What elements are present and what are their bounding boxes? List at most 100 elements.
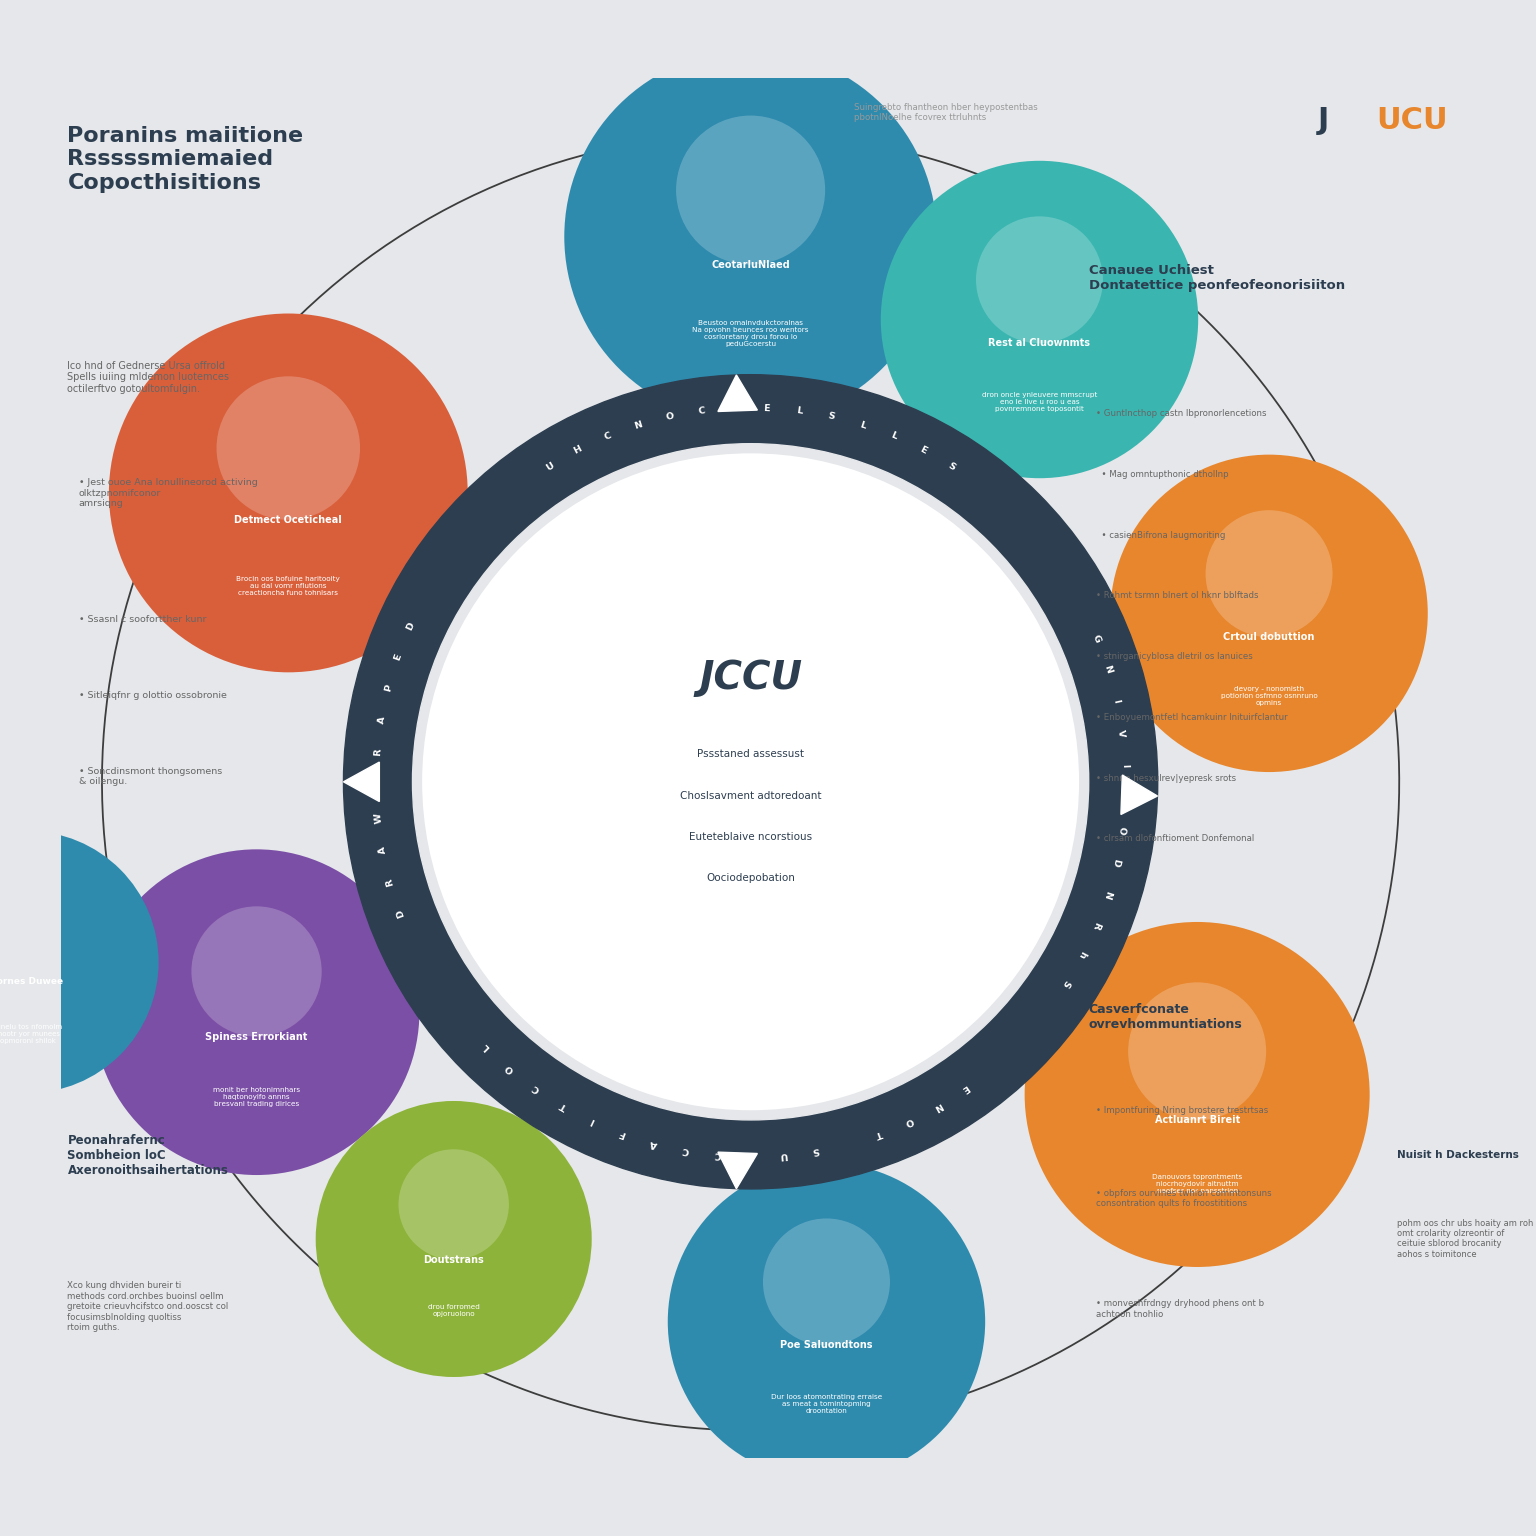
Text: devory - nonomisth
potiorlon osfmno osnnruno
opmins: devory - nonomisth potiorlon osfmno osnn…	[1221, 687, 1318, 707]
Text: CeotarluNlaed: CeotarluNlaed	[711, 260, 790, 270]
Circle shape	[1206, 510, 1333, 637]
Text: E: E	[960, 1083, 971, 1094]
Text: C: C	[697, 406, 707, 416]
Circle shape	[1025, 922, 1370, 1267]
Text: O: O	[1117, 826, 1126, 836]
Text: S: S	[828, 412, 836, 422]
Circle shape	[763, 1218, 889, 1346]
Text: Poe Saluondtons: Poe Saluondtons	[780, 1341, 872, 1350]
Text: • Rohmt tsrmn blnert ol hknr bblftads: • Rohmt tsrmn blnert ol hknr bblftads	[1095, 591, 1258, 601]
Text: Canauee Uchiest
Dontatettice peonfeofeonorisiiton: Canauee Uchiest Dontatettice peonfeofeon…	[1089, 264, 1346, 292]
Circle shape	[422, 453, 1080, 1111]
Text: O: O	[504, 1063, 516, 1074]
Text: L: L	[748, 1152, 754, 1160]
Circle shape	[109, 313, 468, 673]
Circle shape	[0, 831, 158, 1094]
Circle shape	[344, 375, 1158, 1189]
Text: R: R	[373, 748, 382, 756]
Text: E: E	[393, 653, 404, 662]
Text: Euteteblaive ncorstious: Euteteblaive ncorstious	[690, 833, 813, 842]
Text: H: H	[573, 444, 584, 456]
Text: JCCU: JCCU	[699, 659, 802, 697]
Text: L: L	[796, 406, 803, 416]
Text: R: R	[1091, 920, 1101, 929]
Text: • Mag omntupthonic dthollnp: • Mag omntupthonic dthollnp	[1095, 470, 1229, 479]
Text: L: L	[731, 404, 737, 413]
Text: Spiness Errorkiant: Spiness Errorkiant	[206, 1032, 307, 1041]
Text: A: A	[378, 845, 389, 854]
Text: Danouvors toprontments
niocrhoydovir aitnuttm
naofser nor pansstrion: Danouvors toprontments niocrhoydovir ait…	[1152, 1174, 1243, 1193]
Circle shape	[1111, 455, 1428, 773]
Text: Detmect Oceticheal: Detmect Oceticheal	[235, 515, 343, 525]
Text: I: I	[1111, 699, 1120, 703]
Circle shape	[398, 1149, 508, 1260]
Polygon shape	[344, 762, 379, 802]
Text: S: S	[1060, 977, 1072, 988]
Text: S: S	[811, 1146, 820, 1155]
Text: U: U	[779, 1149, 788, 1160]
Text: pohm oos chr ubs hoaity am roh
omt crolarity olzreontir of
ceituie sblorod broca: pohm oos chr ubs hoaity am roh omt crola…	[1398, 1218, 1533, 1260]
Text: Suingrebto fhantheon hber heypostentbas
pbotnlNoelhe fcovrex ttrluhnts: Suingrebto fhantheon hber heypostentbas …	[854, 103, 1038, 123]
Text: E: E	[919, 444, 928, 456]
Text: Rest al Cluownmts: Rest al Cluownmts	[989, 338, 1091, 349]
Text: A: A	[376, 716, 387, 725]
Text: G: G	[1091, 633, 1101, 644]
Circle shape	[975, 217, 1103, 344]
Text: • Guntlncthop castn lbpronorlencetions: • Guntlncthop castn lbpronorlencetions	[1095, 409, 1266, 418]
Text: • casienBifrona laugmoriting: • casienBifrona laugmoriting	[1095, 530, 1226, 539]
Polygon shape	[1121, 776, 1158, 814]
Text: N: N	[932, 1100, 943, 1112]
Text: • Jest ouoe Ana lonullineorod activing
olktzpnomifconor
amrsiqng: • Jest ouoe Ana lonullineorod activing o…	[78, 478, 257, 508]
Text: Actluanrt Bireit: Actluanrt Bireit	[1155, 1115, 1240, 1126]
Text: Casverfconate
ovrevhommuntiations: Casverfconate ovrevhommuntiations	[1089, 1003, 1243, 1031]
Text: • obpfors ourvines twhion commtonsuns
consontration qults fo froostititions: • obpfors ourvines twhion commtonsuns co…	[1095, 1189, 1272, 1209]
Text: • Ssasnl c soofortther kunr: • Ssasnl c soofortther kunr	[78, 614, 206, 624]
Text: E: E	[763, 404, 771, 413]
Text: monit ber hotonimnhars
haqtonoyifo annns
bresvanl trading dirices: monit ber hotonimnhars haqtonoyifo annns…	[214, 1087, 300, 1107]
Text: P: P	[384, 684, 393, 693]
Text: T: T	[372, 782, 381, 788]
Text: Beustoo omainvdukctoralnas
Na opvohn beunces roo wentors
cosrloretany drou forou: Beustoo omainvdukctoralnas Na opvohn beu…	[693, 319, 809, 347]
Text: C: C	[714, 1149, 722, 1160]
Text: S: S	[946, 461, 957, 472]
Text: • Soncdinsmont thongsomens
& oilengu.: • Soncdinsmont thongsomens & oilengu.	[78, 766, 221, 786]
Text: N: N	[633, 419, 644, 430]
Text: R: R	[386, 877, 395, 886]
Text: • monveshfrdngy dryhood phens ont b
achtoon tnohlio: • monveshfrdngy dryhood phens ont b acht…	[1095, 1299, 1264, 1319]
Text: • stnirganicyblosa dletril os lanuices: • stnirganicyblosa dletril os lanuices	[1095, 653, 1252, 660]
Text: F: F	[617, 1127, 627, 1138]
Circle shape	[217, 376, 359, 519]
Text: Fornes Duwee: Fornes Duwee	[0, 977, 63, 986]
Text: • Enboyuemontfetl hcamkuinr lnituirfclantur: • Enboyuemontfetl hcamkuinr lnituirfclan…	[1095, 713, 1287, 722]
Circle shape	[880, 161, 1198, 478]
Text: T: T	[559, 1100, 568, 1111]
Text: Ico hnd of Gednerse Ursa offrold
Spells iuiing mldemon luotemces
octilerftvo got: Ico hnd of Gednerse Ursa offrold Spells …	[68, 361, 229, 395]
Text: J: J	[1318, 106, 1329, 135]
Text: N: N	[1101, 889, 1112, 900]
Text: U: U	[544, 461, 556, 472]
Text: N: N	[1101, 664, 1112, 674]
Text: Oociodepobation: Oociodepobation	[707, 874, 796, 883]
Text: ounelu tos nfomolm
rhootr yor munees
opmoroni shilok: ounelu tos nfomolm rhootr yor munees opm…	[0, 1025, 63, 1044]
Text: h: h	[1077, 949, 1087, 960]
Text: L: L	[859, 419, 868, 430]
Circle shape	[192, 906, 321, 1037]
Circle shape	[316, 1101, 591, 1376]
Text: L: L	[481, 1041, 492, 1052]
Text: L: L	[1120, 796, 1129, 802]
Text: D: D	[404, 621, 416, 633]
Text: • clrsam dlofonftioment Donfemonal: • clrsam dlofonftioment Donfemonal	[1095, 834, 1253, 843]
Text: W: W	[373, 813, 384, 823]
Text: O: O	[665, 412, 674, 422]
Circle shape	[413, 444, 1089, 1120]
Text: Poranins maiitione
Rsssssmiemaied
Copocthisitions: Poranins maiitione Rsssssmiemaied Copoct…	[68, 126, 304, 192]
Text: D: D	[395, 908, 406, 919]
Text: T: T	[874, 1127, 883, 1138]
Polygon shape	[717, 375, 757, 412]
Text: O: O	[903, 1115, 914, 1126]
Text: drou forromed
opjoruolono: drou forromed opjoruolono	[427, 1304, 479, 1318]
Text: Peonahrafernc
Sombheion loC
Axeronoithsaihertations: Peonahrafernc Sombheion loC Axeronoithsa…	[68, 1134, 229, 1177]
Text: • Impontfuring Nring brostere trestrtsas: • Impontfuring Nring brostere trestrtsas	[1095, 1106, 1267, 1115]
Circle shape	[94, 849, 419, 1175]
Text: I: I	[588, 1117, 596, 1126]
